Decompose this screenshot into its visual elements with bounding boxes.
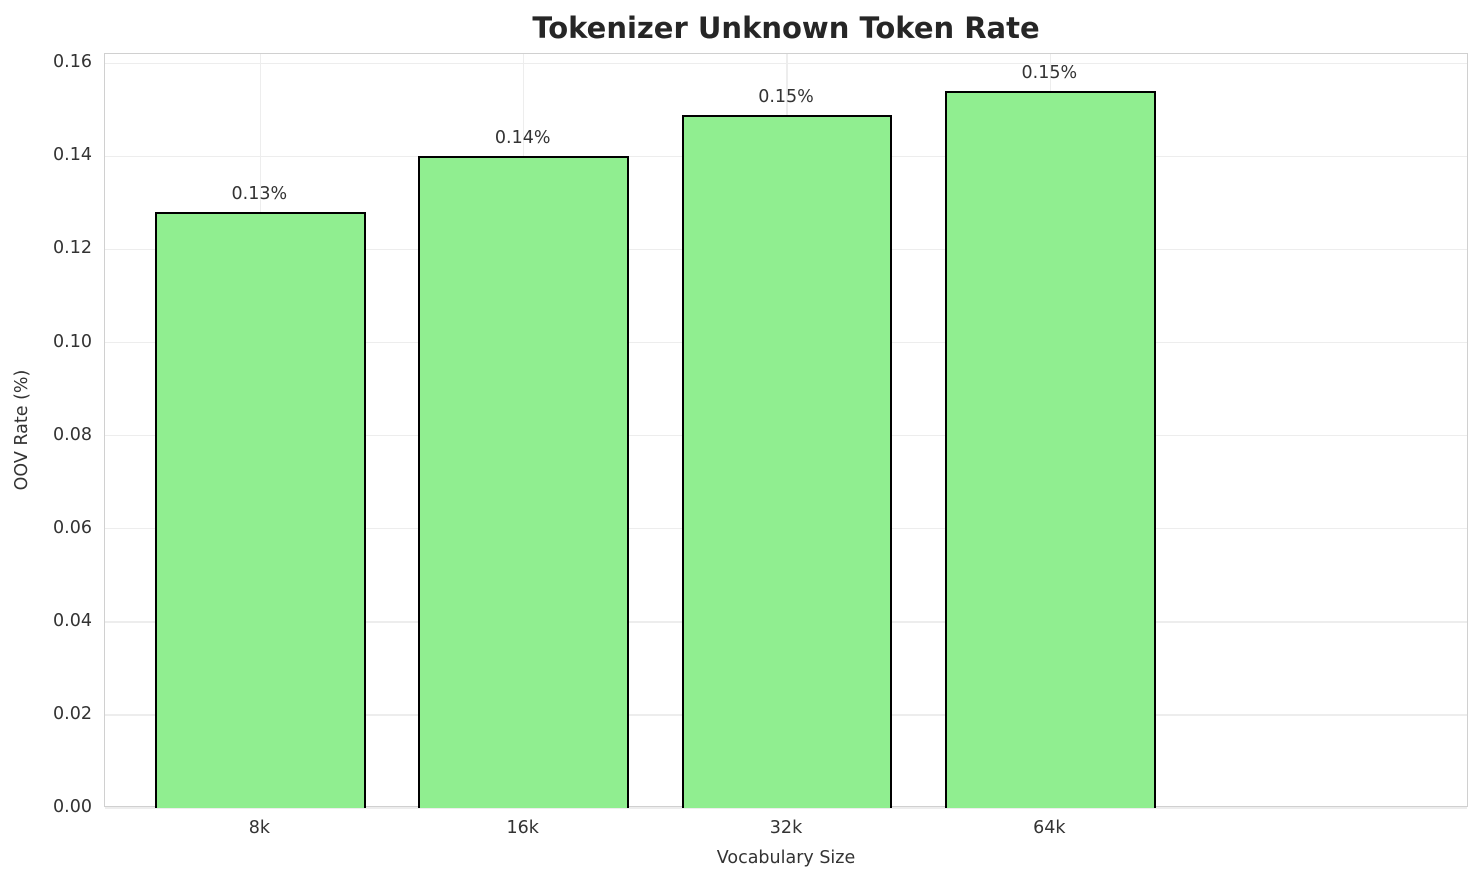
y-tick-label: 0.12 [53,238,92,259]
x-tick-label: 64k [1033,818,1066,838]
x-tick-label: 16k [506,818,539,838]
bar-value-label: 0.13% [231,184,288,205]
x-tick-label: 32k [769,818,803,838]
y-tick-label: 0.08 [53,424,92,445]
bar [944,91,1156,808]
y-tick-label: 0.14 [53,145,92,166]
x-axis-label: Vocabulary Size [716,848,856,868]
y-tick-label: 0.06 [53,517,92,538]
y-tick-label: 0.04 [53,610,92,631]
y-tick-label: 0.16 [53,52,92,73]
bar [681,114,893,808]
bar-value-label: 0.15% [758,86,814,107]
chart-title: Tokenizer Unknown Token Rate [532,11,1040,45]
x-tick-label: 8k [248,818,270,838]
bar [155,212,366,808]
horizontal-gridline [105,807,1467,809]
y-tick-label: 0.00 [53,797,92,817]
horizontal-gridline [105,62,1467,65]
bar-value-label: 0.14% [494,128,551,149]
bar [418,156,629,808]
bar-value-label: 0.15% [1021,63,1078,84]
plot-area [104,53,1468,809]
y-tick-label: 0.02 [53,703,92,724]
y-tick-label: 0.10 [53,331,92,352]
